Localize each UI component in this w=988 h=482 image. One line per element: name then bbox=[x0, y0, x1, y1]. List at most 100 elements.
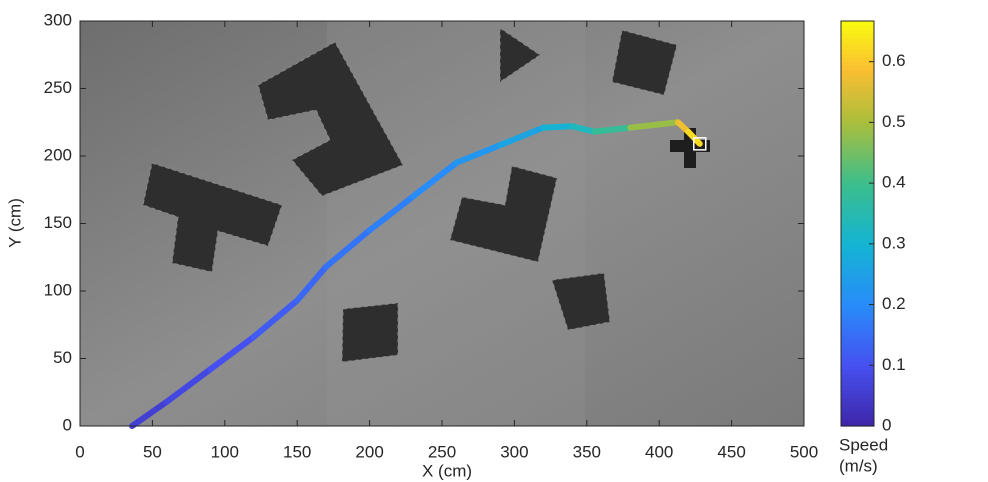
colorbar-cell bbox=[841, 393, 874, 399]
colorbar-cell bbox=[841, 207, 874, 212]
x-tick-label: 150 bbox=[283, 442, 311, 461]
colorbar-cell bbox=[841, 401, 874, 407]
colorbar-cell bbox=[841, 235, 874, 241]
colorbar-cell bbox=[841, 93, 874, 99]
trajectory-segment bbox=[591, 124, 634, 135]
colorbar-cell bbox=[841, 288, 874, 293]
colorbar-cell bbox=[841, 312, 874, 318]
colorbar-cell bbox=[841, 57, 874, 63]
trajectory-segment bbox=[540, 123, 576, 131]
x-tick-label: 400 bbox=[645, 442, 673, 461]
colorbar-cell bbox=[841, 130, 874, 135]
colorbar-cell bbox=[841, 397, 874, 403]
y-tick-label: 200 bbox=[44, 145, 72, 164]
colorbar-cell bbox=[841, 353, 874, 358]
y-tick-label: 50 bbox=[53, 348, 72, 367]
colorbar-tick-label: 0.4 bbox=[882, 173, 906, 192]
x-tick-label: 200 bbox=[355, 442, 383, 461]
colorbar-cell bbox=[841, 316, 874, 322]
colorbar-cell bbox=[841, 349, 874, 354]
colorbar-cell bbox=[841, 247, 874, 253]
colorbar-tick-label: 0.3 bbox=[882, 233, 906, 252]
colorbar-cell bbox=[841, 85, 874, 91]
y-tick-label: 250 bbox=[44, 78, 72, 97]
colorbar-cell bbox=[841, 373, 874, 378]
trajectory-segment bbox=[569, 123, 598, 135]
colorbar-cell bbox=[841, 369, 874, 374]
colorbar-cell bbox=[841, 361, 874, 366]
colorbar-cell bbox=[841, 183, 874, 188]
colorbar-cell bbox=[841, 138, 874, 144]
colorbar-cell bbox=[841, 25, 874, 30]
colorbar-tick-label: 0.5 bbox=[882, 112, 906, 131]
x-axis-label: X (cm) bbox=[422, 461, 472, 480]
colorbar-tick-label: 0 bbox=[882, 415, 891, 434]
colorbar-cell bbox=[841, 381, 874, 387]
colorbar-cell bbox=[841, 146, 874, 152]
colorbar-cell bbox=[841, 41, 874, 46]
colorbar-cell bbox=[841, 73, 874, 79]
colorbar-cell bbox=[841, 328, 874, 334]
trajectory-segment bbox=[129, 398, 170, 429]
colorbar-cell bbox=[841, 150, 874, 156]
y-axis-label: Y (cm) bbox=[5, 198, 24, 248]
colorbar-tick-label: 0.6 bbox=[882, 51, 906, 70]
trajectory-segment bbox=[163, 366, 214, 405]
trajectory-segment bbox=[453, 142, 503, 166]
colorbar-cell bbox=[841, 195, 874, 200]
colorbar-tick-label: 0.2 bbox=[882, 294, 906, 313]
colorbar-cell bbox=[841, 162, 874, 168]
colorbar-cell bbox=[841, 114, 874, 119]
x-tick-label: 50 bbox=[143, 442, 162, 461]
x-tick-label: 450 bbox=[717, 442, 745, 461]
y-tick-label: 100 bbox=[44, 280, 72, 299]
colorbar-cell bbox=[841, 292, 874, 297]
colorbar-cell bbox=[841, 49, 874, 54]
colorbar-cell bbox=[841, 268, 874, 273]
colorbar-cell bbox=[841, 219, 874, 225]
colorbar-cell bbox=[841, 345, 874, 350]
trajectory-segment bbox=[250, 297, 301, 340]
colorbar-cell bbox=[841, 53, 874, 59]
colorbar-cell bbox=[841, 215, 874, 221]
colorbar-cell bbox=[841, 255, 874, 261]
colorbar-tick-label: 0.1 bbox=[882, 355, 906, 374]
colorbar-cell bbox=[841, 102, 874, 107]
colorbar-cell bbox=[841, 332, 874, 338]
colorbar-cell bbox=[841, 211, 874, 216]
colorbar-cell bbox=[841, 413, 874, 419]
y-tick-label: 0 bbox=[63, 415, 72, 434]
colorbar-cell bbox=[841, 77, 874, 83]
colorbar-cell bbox=[841, 81, 874, 87]
colorbar-cell bbox=[841, 33, 874, 38]
y-tick-label: 150 bbox=[44, 213, 72, 232]
colorbar-cell bbox=[841, 417, 874, 423]
colorbar-cell bbox=[841, 357, 874, 362]
colorbar-cell bbox=[841, 122, 874, 127]
colorbar-cell bbox=[841, 106, 874, 111]
colorbar-cell bbox=[841, 65, 874, 71]
colorbar-cell bbox=[841, 324, 874, 330]
colorbar-box bbox=[840, 20, 875, 427]
colorbar-cell bbox=[841, 340, 874, 346]
colorbar-cell bbox=[841, 199, 874, 204]
colorbar-cell bbox=[841, 187, 874, 192]
y-tick-label: 300 bbox=[44, 10, 72, 29]
trajectory-segment bbox=[366, 193, 417, 234]
trajectory-segment bbox=[207, 333, 257, 373]
colorbar-cell bbox=[841, 251, 874, 257]
colorbar-cell bbox=[841, 259, 874, 265]
x-tick-label: 100 bbox=[211, 442, 239, 461]
colorbar-cell bbox=[841, 365, 874, 370]
colorbar-cell bbox=[841, 409, 874, 415]
colorbar-label: Speed bbox=[839, 435, 888, 454]
colorbar-cell bbox=[841, 296, 874, 302]
x-tick-label: 350 bbox=[573, 442, 601, 461]
colorbar-cell bbox=[841, 154, 874, 160]
colorbar-cell bbox=[841, 166, 874, 172]
colorbar-cell bbox=[841, 377, 874, 383]
colorbar-cell bbox=[841, 142, 874, 148]
colorbar-cell bbox=[841, 158, 874, 164]
colorbar-cell bbox=[841, 243, 874, 249]
